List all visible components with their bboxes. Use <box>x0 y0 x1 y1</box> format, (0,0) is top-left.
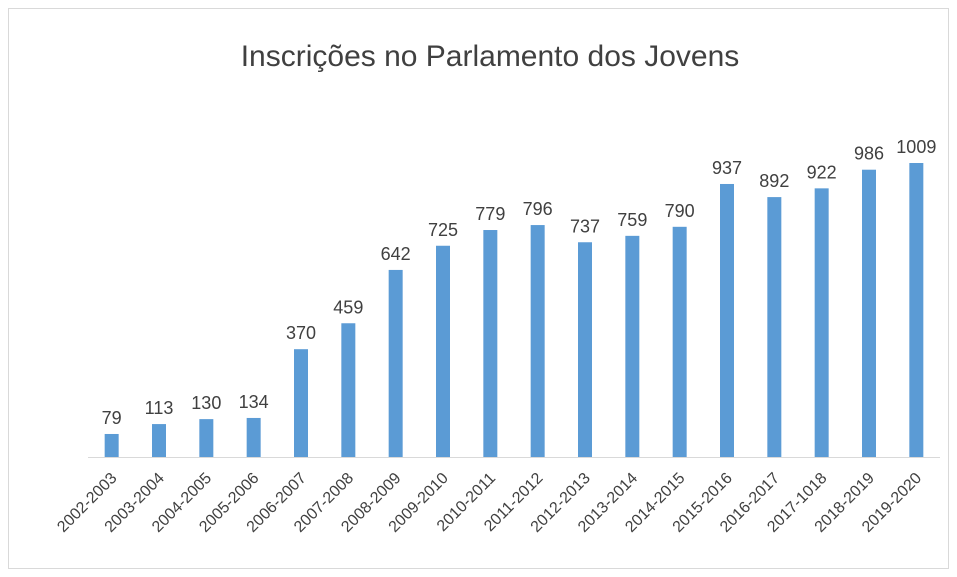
bar <box>625 235 640 457</box>
data-label: 759 <box>617 210 647 230</box>
data-label: 796 <box>523 199 553 219</box>
data-label: 134 <box>239 392 269 412</box>
data-label: 922 <box>807 162 837 182</box>
chart-frame <box>8 8 949 569</box>
data-label: 737 <box>570 216 600 236</box>
bar <box>294 349 308 457</box>
data-label: 370 <box>286 323 316 343</box>
bar <box>388 269 403 457</box>
bar <box>814 188 829 457</box>
data-label: 725 <box>428 220 458 240</box>
bar <box>767 197 782 457</box>
data-label: 459 <box>333 297 363 317</box>
bar <box>199 419 214 457</box>
data-label: 892 <box>759 171 789 191</box>
bar <box>862 169 876 457</box>
data-label: 986 <box>854 144 884 164</box>
data-label: 790 <box>665 201 695 221</box>
bar <box>152 424 166 457</box>
data-label: 937 <box>712 158 742 178</box>
data-label: 130 <box>191 393 221 413</box>
data-label: 1009 <box>896 137 936 157</box>
bar <box>909 163 924 457</box>
bar <box>104 433 119 457</box>
bar <box>720 183 734 457</box>
data-label: 642 <box>381 244 411 264</box>
bar <box>672 226 687 457</box>
bar <box>246 417 261 457</box>
bar <box>341 323 356 457</box>
bar <box>436 245 450 457</box>
bar <box>483 230 498 457</box>
chart-title: Inscrições no Parlamento dos Jovens <box>241 40 740 73</box>
bar <box>578 242 592 457</box>
data-label: 113 <box>145 398 174 418</box>
data-label: 779 <box>475 204 505 224</box>
data-label: 79 <box>102 408 122 428</box>
bar <box>530 225 545 457</box>
